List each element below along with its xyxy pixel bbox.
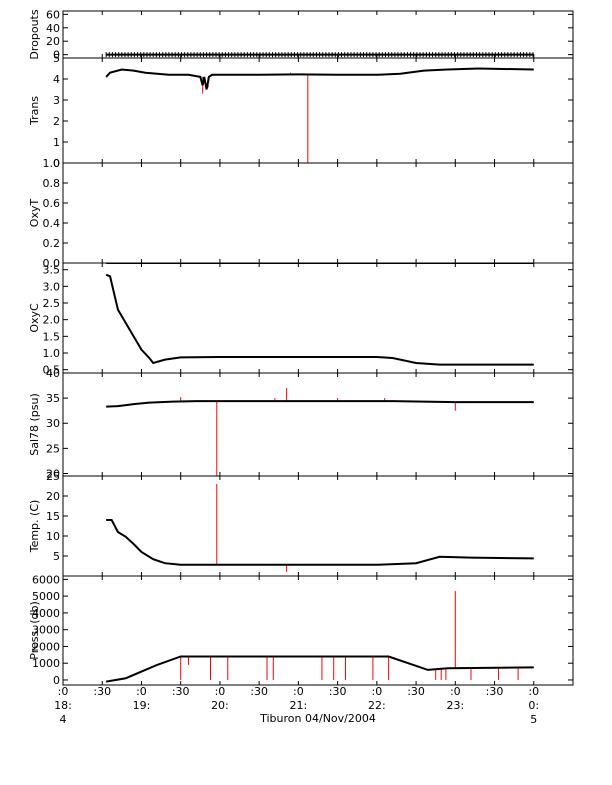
panel-frame	[62, 10, 574, 59]
plot-area	[105, 591, 534, 683]
x-tick-label: 21:	[290, 699, 308, 712]
series-line	[105, 67, 534, 90]
y-tick-label: 40	[46, 22, 60, 35]
y-axis-label: Temp. (C)	[28, 500, 41, 554]
y-tick-label: 60	[46, 8, 60, 21]
x-tick-label: :30	[172, 685, 190, 698]
series-line	[105, 273, 534, 366]
y-tick-label: 0	[53, 674, 60, 687]
x-axis-label: Tiburon 04/Nov/2004	[259, 712, 376, 725]
y-tick-label: 5	[53, 52, 60, 65]
y-tick-label: 0.6	[43, 197, 61, 210]
y-tick-label: 2000	[32, 640, 60, 653]
panel-trans: 5 4 3 2 1 0 Trans	[28, 52, 574, 170]
y-tick-label: 5000	[32, 590, 60, 603]
y-tick-label: 4000	[32, 607, 60, 620]
y-tick-label: 0	[53, 49, 60, 62]
y-tick-label: 3.5	[43, 264, 61, 277]
x-axis: :018:4:30:019::30:020::30:021::30:022::3…	[54, 685, 539, 726]
x-tick-label: 23:	[446, 699, 464, 712]
y-tick-label: 40	[46, 367, 60, 380]
x-tick-label: :0	[136, 685, 147, 698]
panel-frame	[62, 162, 574, 264]
y-tick-label: 0.5	[43, 364, 61, 377]
y-axis-label: Trans	[28, 96, 41, 126]
y-tick-label: 1.0	[43, 157, 61, 170]
y-tick-label: 1.0	[43, 347, 61, 360]
y-tick-label: 2.5	[43, 297, 61, 310]
x-tick-label: 0:	[528, 699, 539, 712]
panel-oxyc: 3.5 3.0 2.5 2.0 1.5 1.0 0.5 OxyC	[28, 262, 574, 377]
x-tick-label: :30	[93, 685, 111, 698]
y-axis-label: Sal78 (psu)	[28, 393, 41, 456]
x-tick-label: :0	[293, 685, 304, 698]
x-tick-label: 19:	[133, 699, 151, 712]
y-tick-label: 20	[46, 467, 60, 480]
panel-press: 6000 5000 4000 3000 2000 1000 0 Press. (db)	[28, 573, 574, 687]
y-tick-label: 3000	[32, 624, 60, 637]
panel-frame	[62, 372, 574, 477]
panel-frame	[62, 575, 574, 686]
x-tick-label: :0	[215, 685, 226, 698]
x-tick-label: :30	[250, 685, 268, 698]
y-tick-label: 3.0	[43, 280, 61, 293]
x-tick-label: :30	[329, 685, 347, 698]
series-line	[106, 519, 534, 566]
x-tick-label: 18:	[54, 699, 72, 712]
x-tick-label: 5	[530, 713, 537, 726]
plot-area	[105, 263, 534, 366]
y-tick-label: 0.2	[43, 237, 61, 250]
y-tick-label: 20	[46, 490, 60, 503]
y-axis-label: Press. (db)	[28, 601, 41, 660]
y-tick-label: 20	[46, 35, 60, 48]
x-tick-label: :0	[58, 685, 69, 698]
y-tick-label: 4	[53, 73, 60, 86]
x-tick-label: :30	[486, 685, 504, 698]
y-tick-label: 10	[46, 530, 60, 543]
plot-area	[105, 52, 534, 58]
y-tick-label: 25	[46, 470, 60, 483]
x-tick-label: 20:	[211, 699, 229, 712]
y-tick-label: 0.0	[43, 257, 61, 270]
panel-oxyt: 1.0 0.8 0.6 0.4 0.2 0.0 OxyT	[28, 157, 574, 270]
y-axis-label: OxyC	[28, 303, 41, 333]
y-tick-label: 1.5	[43, 330, 61, 343]
y-axis-label: Dropouts	[28, 9, 41, 59]
y-tick-label: 6000	[32, 573, 60, 586]
plot-area	[106, 388, 534, 476]
series-line	[106, 400, 534, 408]
x-tick-label: 4	[60, 713, 67, 726]
panel-frame	[62, 475, 574, 577]
y-tick-label: 2	[53, 115, 60, 128]
y-tick-label: 0.4	[43, 217, 61, 230]
plot-area	[105, 67, 534, 163]
y-tick-label: 0.8	[43, 177, 61, 190]
y-tick-label: 30	[46, 417, 60, 430]
y-tick-label: 1000	[32, 657, 60, 670]
y-tick-label: 1	[53, 136, 60, 149]
y-tick-label: 5	[53, 550, 60, 563]
y-tick-label: 3	[53, 94, 60, 107]
y-tick-label: 25	[46, 442, 60, 455]
y-tick-label: 15	[46, 510, 60, 523]
x-tick-label: :0	[450, 685, 461, 698]
x-tick-label: :0	[371, 685, 382, 698]
y-tick-label: 2.0	[43, 314, 61, 327]
plot-area	[106, 484, 534, 572]
y-axis-label: OxyT	[28, 199, 41, 228]
y-tick-label: 35	[46, 392, 60, 405]
y-tick-label: 0	[53, 157, 60, 170]
x-tick-label: :30	[407, 685, 425, 698]
x-tick-label: 22:	[368, 699, 386, 712]
x-tick-label: :0	[528, 685, 539, 698]
series-line	[105, 655, 534, 683]
